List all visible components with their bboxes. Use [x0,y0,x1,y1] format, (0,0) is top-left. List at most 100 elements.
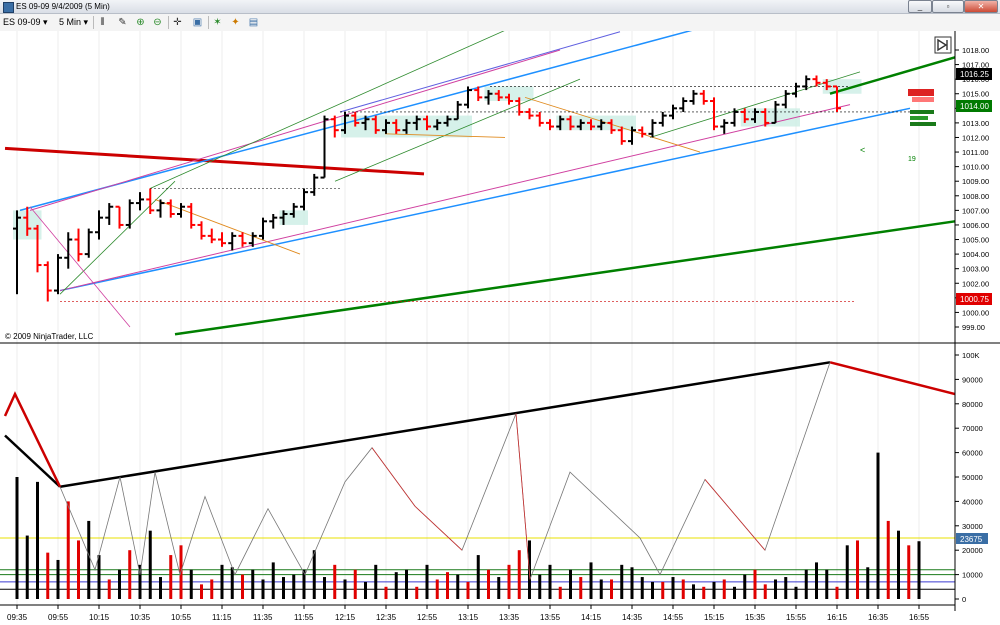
volume-bar [610,579,613,599]
interval-label: 5 Min [59,17,82,27]
chart-background [0,31,1000,625]
volume-bar [271,562,275,599]
volume-bar [323,577,326,599]
volume-bar [343,579,347,599]
drawing-tool-icon[interactable]: ✎ [118,17,127,28]
time-tick-label: 10:35 [130,613,151,622]
green-price-marker [956,100,992,112]
volume-tick-label: 20000 [962,546,983,555]
title-bar: ES 09-09 9/4/2009 (5 Min) _ ▫ ✕ [0,0,1000,14]
zoom-out-icon[interactable]: ⊖ [153,17,162,28]
time-tick-label: 09:55 [48,613,69,622]
last-price-label: 1016.25 [960,70,989,79]
minimize-button[interactable]: _ [908,0,932,13]
volume-zigzag [3,361,956,580]
fan-line-orange [384,133,506,138]
crosshair-icon[interactable]: ✛ [173,17,182,28]
volume-bar [333,564,337,599]
volume-bar [517,550,521,599]
volume-bar [241,574,244,599]
zoom-in-icon[interactable]: ⊕ [136,17,145,28]
time-tick-label: 13:35 [499,613,520,622]
price-bars [13,75,841,302]
red-price-marker [956,293,992,305]
volume-bar [128,550,132,599]
properties-icon[interactable]: ▤ [248,17,259,28]
interval-selector[interactable]: 5 Min ▾ [59,17,89,27]
volume-bar [77,540,80,599]
volume-bar [661,581,665,599]
bar-counter: 19 [908,156,916,163]
bar-style-icon[interactable]: ⫴ [100,17,105,28]
volume-bar [784,577,788,599]
current-volume-marker [956,533,988,544]
volume-bar [169,555,173,599]
indicators-icon[interactable]: ✶ [213,17,222,28]
chart-toolbar: ES 09-09 ▾ 5 Min ▾ ⫴ ✎ ⊕ ⊖ ✛ ▣ ✶ ✦ ▤ [0,14,1000,32]
channel-line-blue-upper [19,31,693,212]
volume-zigzag-red-segment [704,479,766,551]
instrument-selector[interactable]: ES 09-09 ▾ [3,17,48,27]
price-tick-label: 1002.00 [962,279,989,288]
channel-line-pink-lower [59,104,851,292]
volume-bar [66,501,70,599]
order-flow-widget [908,89,936,126]
time-tick-label: 11:35 [253,613,273,622]
volume-bar [405,569,408,599]
volume-bar [466,581,470,599]
volume-bar [384,586,388,599]
volume-trend-red [829,361,956,396]
volume-tick-label: 70000 [962,424,983,433]
volume-bar [804,569,808,599]
volume-bar [312,550,316,599]
strategies-icon[interactable]: ✦ [231,17,240,28]
time-tick-label: 14:55 [663,613,684,622]
price-tick-label: 1006.00 [962,221,989,230]
volume-bar [148,530,152,599]
toolbar-divider [208,16,209,29]
time-tick-label: 15:15 [704,613,725,622]
volume-bar [866,567,870,599]
time-tick-label: 14:35 [622,613,643,622]
data-box-icon[interactable]: ▣ [192,17,203,28]
volume-bar [282,577,285,599]
fan-line-orange [154,199,301,255]
arrow-marker: < [860,145,865,155]
volume-bar [558,586,562,599]
volume-bar [876,452,880,599]
volume-zigzag-red-segment [371,447,463,551]
volume-bar [36,481,39,599]
time-tick-label: 12:35 [376,613,397,622]
volume-bar [200,584,203,599]
price-tick-label: 1003.00 [962,265,989,274]
chart-area[interactable]: 1018.001017.001016.001015.001014.001013.… [0,31,1000,625]
volume-bar [507,564,511,599]
volume-bar [220,564,224,599]
volume-trend-black [59,361,831,488]
volume-bar [476,555,480,599]
volume-bar [15,477,19,599]
volume-bar [856,540,859,599]
volume-bar [589,562,593,599]
chart-scroll-control[interactable] [934,36,952,54]
volume-bar [538,574,542,599]
time-tick-label: 12:55 [417,613,438,622]
channel-line-violet [339,31,621,113]
close-button[interactable]: ✕ [964,0,998,13]
volume-bar [138,564,142,599]
maximize-button[interactable]: ▫ [932,0,964,13]
volume-bar [292,574,296,599]
trend-lines [4,31,956,336]
volume-bar [425,564,429,599]
price-tick-label: 1008.00 [962,192,989,201]
volume-tick-label: 10000 [962,571,983,580]
volume-bar [374,564,378,599]
volume-zigzag-red-segment [515,413,531,580]
volume-tick-label: 60000 [962,449,983,458]
volume-bar [548,564,552,599]
volume-bar [97,555,101,599]
volume-bar [107,579,111,599]
time-tick-label: 11:15 [212,613,232,622]
time-axis: 09:35 09:55 10:15 10:35 10:55 11:15 11:35 11:55… [7,605,930,622]
red-price-label: 1000.75 [960,295,989,304]
